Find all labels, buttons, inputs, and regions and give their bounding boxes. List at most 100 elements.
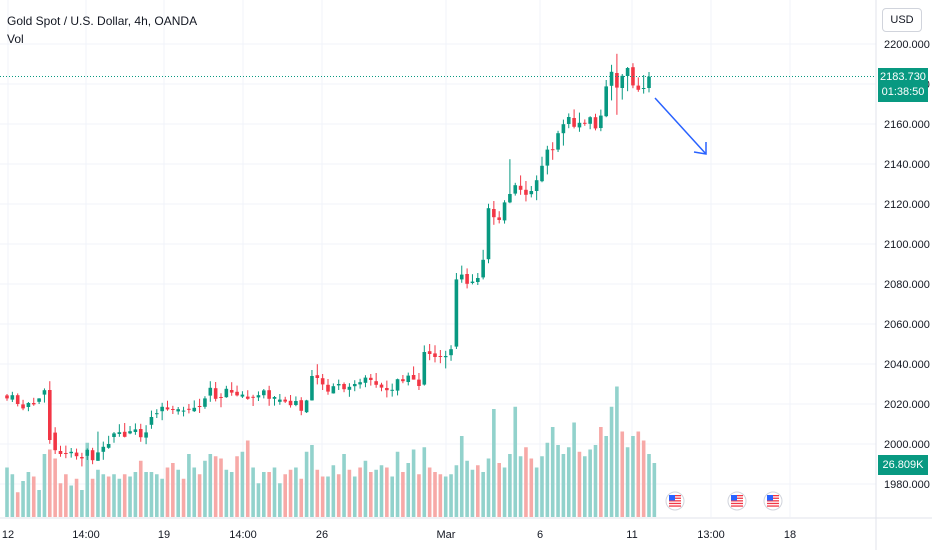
candle-body bbox=[106, 444, 111, 448]
x-tick-label: 26 bbox=[316, 529, 328, 541]
volume-bar bbox=[112, 474, 116, 517]
us-flag-icon[interactable] bbox=[665, 491, 685, 511]
candle bbox=[593, 113, 598, 131]
candle bbox=[117, 424, 122, 437]
volume-bar bbox=[331, 465, 336, 517]
volume-indicator-label[interactable]: Vol bbox=[7, 32, 24, 46]
candle bbox=[406, 372, 411, 386]
candle bbox=[476, 273, 480, 285]
volume-bar bbox=[465, 460, 469, 517]
candle bbox=[561, 119, 566, 146]
candle-body bbox=[144, 432, 148, 438]
candle bbox=[112, 432, 116, 443]
candle-body bbox=[561, 124, 566, 134]
x-tick-label: 13:00 bbox=[697, 529, 725, 541]
candle-body bbox=[545, 149, 550, 166]
candle bbox=[304, 399, 309, 413]
candle bbox=[74, 448, 79, 460]
volume-bar bbox=[438, 474, 443, 517]
candle bbox=[165, 400, 170, 411]
candle bbox=[363, 375, 368, 388]
candle bbox=[620, 74, 625, 100]
candle bbox=[556, 130, 560, 152]
volume-bar bbox=[374, 469, 378, 517]
volume-bar bbox=[53, 458, 57, 517]
candle bbox=[106, 435, 111, 449]
volume-bar bbox=[42, 454, 47, 517]
x-tick-label: 11 bbox=[626, 529, 637, 541]
candle bbox=[513, 182, 518, 196]
candle bbox=[636, 77, 641, 92]
candle-body bbox=[299, 400, 304, 411]
candle-body bbox=[181, 410, 186, 412]
currency-button[interactable]: USD bbox=[882, 8, 922, 32]
economic-events[interactable] bbox=[665, 491, 783, 511]
candle bbox=[235, 385, 239, 397]
candle bbox=[181, 406, 186, 417]
us-flag-icon[interactable] bbox=[763, 491, 783, 511]
price-axis[interactable]: 2200.0002180.0002160.0002140.0002120.000… bbox=[875, 0, 930, 550]
volume-bar bbox=[518, 456, 523, 517]
x-tick-label: 14:00 bbox=[229, 529, 257, 541]
candle-body bbox=[224, 388, 229, 398]
candle bbox=[385, 380, 389, 398]
candle-body bbox=[294, 401, 298, 405]
candle-body bbox=[58, 451, 63, 454]
candle-body bbox=[631, 67, 635, 86]
symbol-title[interactable]: Gold Spot / U.S. Dollar, 4h, OANDA bbox=[7, 14, 198, 28]
y-tick-label: 2120.000 bbox=[884, 199, 930, 211]
volume-bar bbox=[26, 472, 31, 517]
candle bbox=[379, 382, 384, 392]
candle-body bbox=[310, 376, 314, 401]
candle bbox=[21, 399, 25, 411]
volume-bar bbox=[171, 463, 175, 517]
candle bbox=[192, 400, 197, 412]
bar-countdown: 01:38:50 bbox=[881, 85, 925, 98]
candle-body bbox=[369, 377, 373, 380]
volume-bar bbox=[315, 469, 320, 517]
volume-bar bbox=[37, 490, 41, 517]
volume-bar bbox=[144, 472, 148, 517]
y-tick-label: 2140.000 bbox=[884, 159, 930, 171]
candle-body bbox=[283, 399, 287, 402]
volume-bar bbox=[411, 449, 416, 517]
candle-body bbox=[379, 384, 384, 388]
candle-body bbox=[352, 384, 357, 387]
candle bbox=[449, 345, 453, 361]
volume-bar bbox=[229, 472, 234, 517]
last-price-value: 2183.730 bbox=[880, 70, 926, 83]
candle bbox=[583, 119, 587, 126]
volume-bar bbox=[69, 485, 73, 517]
candle-body bbox=[609, 71, 614, 86]
volume-bar bbox=[358, 467, 362, 517]
candle-body bbox=[497, 217, 501, 220]
us-flag-icon[interactable] bbox=[727, 491, 747, 511]
candle-body bbox=[42, 390, 47, 395]
candle bbox=[294, 396, 298, 407]
candle-body bbox=[513, 185, 518, 194]
volume-bars bbox=[5, 386, 657, 517]
time-axis[interactable]: 12 14:00 19 14:00 26 Mar 6 11 13:00 18 bbox=[0, 517, 932, 541]
candle-body bbox=[262, 390, 266, 396]
candle-body bbox=[149, 417, 154, 425]
candle-body bbox=[37, 398, 41, 402]
y-tick-label: 2040.000 bbox=[884, 359, 930, 371]
candle-body bbox=[417, 379, 421, 386]
candle-body bbox=[342, 384, 346, 390]
candle bbox=[540, 156, 544, 183]
volume-bar bbox=[513, 406, 518, 517]
candle bbox=[492, 201, 496, 225]
downward-arrow-drawing[interactable] bbox=[654, 97, 707, 155]
candle bbox=[422, 345, 427, 386]
candle-body bbox=[133, 429, 138, 432]
candle bbox=[197, 398, 202, 413]
candle bbox=[283, 396, 287, 403]
candle bbox=[486, 203, 491, 264]
volume-bar bbox=[609, 406, 614, 517]
volume-bar bbox=[481, 472, 485, 517]
candle bbox=[459, 265, 464, 283]
candle-body bbox=[138, 429, 143, 438]
candle-body bbox=[443, 356, 448, 358]
